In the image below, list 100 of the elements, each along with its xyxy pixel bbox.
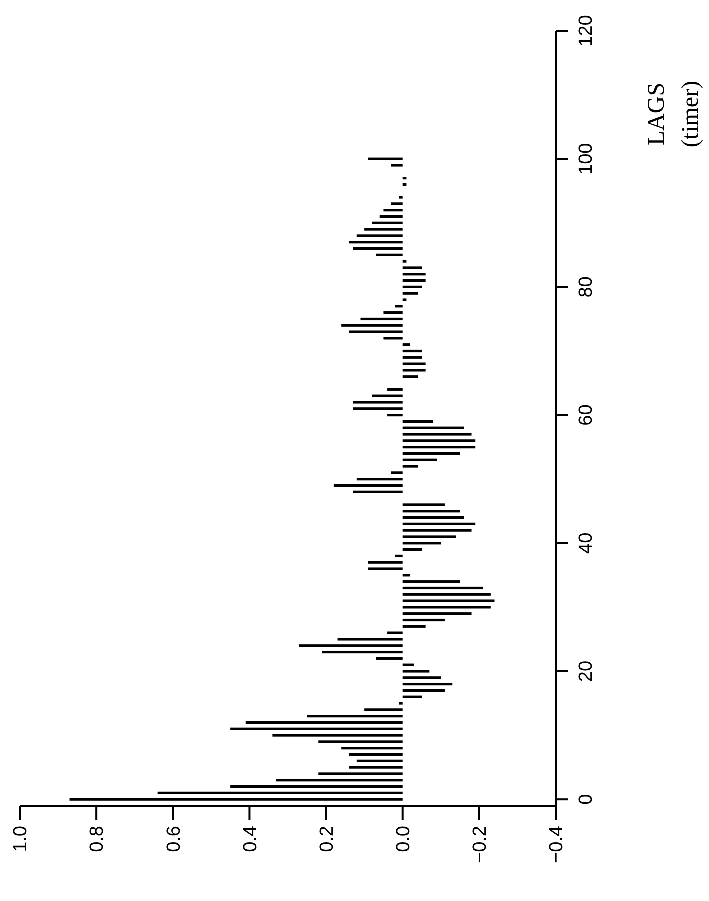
bar bbox=[299, 644, 403, 648]
bar bbox=[391, 164, 403, 167]
bar bbox=[384, 312, 403, 314]
bar bbox=[402, 536, 456, 538]
bar bbox=[402, 683, 453, 686]
y-tick-label: 120 bbox=[576, 15, 597, 47]
bar bbox=[388, 632, 403, 634]
bar bbox=[372, 394, 403, 398]
bar bbox=[402, 344, 411, 346]
bar bbox=[402, 580, 460, 584]
bar bbox=[349, 330, 403, 334]
x-tick-label: −0.4 bbox=[546, 826, 568, 864]
bar bbox=[402, 696, 422, 698]
y-tick-label: 60 bbox=[576, 404, 597, 426]
bar bbox=[349, 766, 403, 769]
bar bbox=[399, 196, 403, 199]
bar bbox=[402, 670, 430, 673]
bar bbox=[399, 702, 403, 705]
bar bbox=[376, 254, 403, 256]
bar bbox=[356, 478, 403, 481]
bar bbox=[338, 638, 403, 641]
bar bbox=[360, 318, 403, 321]
bar bbox=[276, 779, 403, 782]
bar bbox=[230, 728, 403, 730]
bar bbox=[391, 472, 403, 474]
bar bbox=[402, 618, 445, 622]
bar bbox=[402, 586, 484, 590]
bar bbox=[353, 401, 403, 404]
bar bbox=[402, 574, 411, 577]
x-tick-label: 0.8 bbox=[87, 826, 108, 852]
bar bbox=[307, 715, 403, 718]
bar bbox=[349, 241, 403, 244]
bar bbox=[402, 676, 442, 680]
bar bbox=[70, 798, 403, 801]
bar bbox=[384, 337, 403, 340]
bar bbox=[388, 414, 403, 417]
bar bbox=[402, 298, 407, 302]
bar bbox=[402, 600, 495, 602]
bar bbox=[376, 657, 403, 660]
bar bbox=[384, 209, 403, 212]
bar bbox=[402, 593, 491, 596]
y-tick-label: 40 bbox=[576, 532, 597, 554]
bar bbox=[402, 279, 426, 282]
bar bbox=[402, 458, 438, 462]
bar bbox=[318, 740, 403, 744]
bar bbox=[402, 452, 460, 456]
bar bbox=[349, 753, 403, 756]
bar bbox=[402, 504, 445, 506]
y-tick-label: 100 bbox=[576, 143, 597, 175]
bar bbox=[272, 734, 403, 737]
bar bbox=[402, 273, 426, 276]
x-tick-label: 0.0 bbox=[394, 826, 415, 852]
bar bbox=[368, 158, 403, 160]
bar bbox=[395, 554, 403, 558]
bar bbox=[356, 234, 403, 238]
bar bbox=[402, 266, 422, 270]
bar bbox=[402, 465, 418, 468]
bar bbox=[388, 388, 403, 391]
bar bbox=[402, 548, 422, 552]
bar bbox=[372, 222, 403, 224]
bar bbox=[230, 785, 403, 788]
bar bbox=[391, 202, 403, 206]
bar bbox=[368, 561, 403, 564]
x-tick-label: 0.4 bbox=[240, 826, 262, 852]
bar bbox=[402, 689, 445, 692]
bar bbox=[402, 433, 472, 436]
bar bbox=[402, 362, 426, 366]
y-axis-title: LAGS (timer) bbox=[644, 80, 704, 148]
bar bbox=[402, 376, 418, 378]
bar bbox=[342, 324, 403, 327]
bar bbox=[353, 408, 403, 410]
x-tick-label: 0.6 bbox=[164, 826, 185, 852]
bar bbox=[402, 529, 472, 532]
bar bbox=[402, 664, 414, 666]
bar bbox=[402, 426, 464, 430]
bar bbox=[402, 350, 422, 353]
bar bbox=[356, 760, 403, 762]
bar bbox=[402, 542, 442, 545]
bar bbox=[402, 612, 472, 616]
bar bbox=[246, 721, 403, 724]
y-tick-label: 0 bbox=[576, 794, 597, 805]
bar bbox=[380, 215, 403, 218]
bar bbox=[402, 369, 426, 372]
bar bbox=[402, 522, 476, 526]
bar bbox=[402, 606, 491, 609]
bar bbox=[402, 446, 476, 449]
bar bbox=[318, 772, 403, 776]
bar bbox=[402, 292, 418, 295]
bar bbox=[368, 568, 403, 570]
x-tick-label: 1.0 bbox=[10, 826, 32, 852]
bar bbox=[353, 490, 403, 494]
bar bbox=[402, 440, 476, 442]
bar bbox=[353, 247, 403, 250]
bar bbox=[402, 516, 464, 520]
x-tick-label: 0.2 bbox=[316, 826, 338, 852]
bar bbox=[364, 228, 403, 231]
bar bbox=[402, 510, 460, 513]
x-tick-label: −0.2 bbox=[470, 826, 492, 864]
bar bbox=[402, 356, 422, 359]
y-tick-label: 20 bbox=[576, 660, 597, 682]
